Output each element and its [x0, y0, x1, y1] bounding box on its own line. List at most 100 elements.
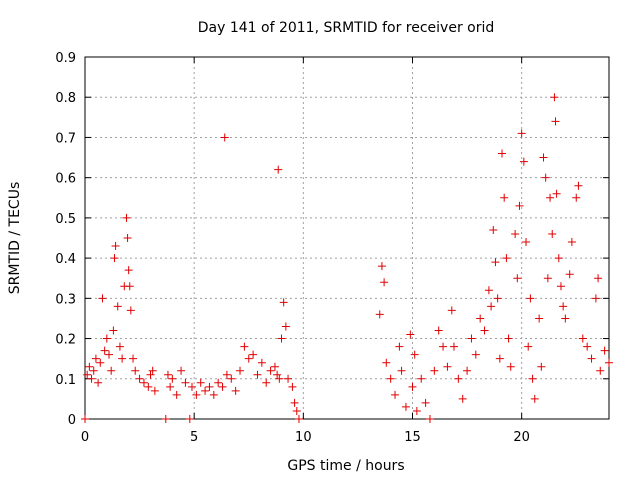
data-point	[526, 294, 535, 303]
data-point	[522, 238, 531, 247]
data-point	[125, 282, 134, 291]
data-point	[535, 314, 544, 323]
data-point	[126, 306, 135, 315]
data-point	[434, 326, 443, 335]
data-point	[89, 366, 98, 375]
data-point	[105, 350, 114, 359]
y-tick-label: 0.5	[55, 212, 76, 227]
data-point	[81, 415, 89, 423]
data-point	[111, 242, 120, 251]
y-tick-label: 0.2	[55, 333, 76, 348]
y-tick-label: 0.7	[55, 131, 76, 146]
data-point	[480, 326, 489, 335]
data-point	[539, 153, 548, 162]
data-point	[266, 366, 275, 375]
y-tick-label: 0.9	[55, 51, 76, 66]
data-point	[110, 254, 119, 263]
data-point	[596, 366, 605, 375]
data-point	[87, 374, 96, 383]
data-point	[292, 406, 301, 415]
data-point	[574, 181, 583, 190]
data-point	[192, 390, 201, 399]
data-point	[150, 386, 159, 395]
data-point	[220, 133, 229, 142]
data-point	[98, 294, 107, 303]
data-point	[524, 342, 533, 351]
data-point	[96, 358, 105, 367]
data-point	[122, 213, 131, 222]
data-point	[273, 370, 282, 379]
data-point	[498, 149, 507, 158]
data-point	[382, 358, 391, 367]
data-point	[425, 415, 434, 423]
data-point	[537, 362, 546, 371]
data-point	[502, 254, 511, 263]
data-point	[83, 370, 92, 379]
data-point	[375, 310, 384, 319]
data-point	[231, 386, 240, 395]
data-point	[500, 193, 509, 202]
data-point	[294, 415, 303, 423]
data-point	[515, 201, 524, 210]
data-point	[506, 362, 515, 371]
data-point	[218, 382, 227, 391]
data-point	[519, 157, 528, 166]
data-point	[391, 390, 400, 399]
data-points	[81, 93, 613, 423]
data-point	[513, 274, 522, 283]
data-point	[439, 342, 448, 351]
data-point	[118, 354, 127, 363]
data-point	[605, 358, 613, 367]
data-point	[600, 346, 609, 355]
data-point	[257, 358, 266, 367]
data-point	[528, 374, 537, 383]
grid	[85, 57, 609, 419]
data-point	[270, 362, 279, 371]
data-point	[222, 370, 231, 379]
chart-title: Day 141 of 2011, SRMTID for receiver ori…	[198, 20, 495, 36]
data-point	[559, 302, 568, 311]
data-point	[94, 378, 103, 387]
data-point	[139, 378, 148, 387]
data-point	[172, 390, 181, 399]
data-point	[421, 398, 430, 407]
data-point	[107, 366, 116, 375]
data-point	[168, 374, 177, 383]
data-point	[161, 415, 170, 423]
data-point	[530, 394, 539, 403]
data-point	[552, 189, 561, 198]
data-point	[556, 282, 565, 291]
data-point	[386, 374, 395, 383]
data-point	[181, 378, 190, 387]
y-tick-label: 0	[68, 413, 76, 428]
data-point	[205, 382, 214, 391]
y-axis-label: SRMTID / TECUs	[7, 182, 23, 295]
data-point	[244, 354, 253, 363]
data-point	[209, 390, 218, 399]
data-point	[123, 234, 132, 242]
data-point	[567, 238, 576, 247]
axis-ticks: 0 0.1 0.2 0.3 0.4 0.5 0.6 0.7 0.8 0.9 0 5 10 15 20	[55, 51, 609, 445]
plot-frame	[84, 56, 610, 420]
data-point	[380, 278, 389, 287]
data-point	[214, 378, 223, 387]
data-point	[406, 330, 415, 339]
data-point	[517, 129, 526, 138]
data-point	[129, 354, 138, 363]
data-point	[249, 350, 258, 359]
data-point	[587, 354, 596, 363]
data-point	[471, 350, 480, 359]
data-point	[578, 334, 587, 343]
data-point	[543, 274, 552, 283]
data-point	[504, 334, 513, 343]
data-point	[583, 342, 592, 351]
data-point	[253, 370, 262, 379]
data-point	[290, 398, 299, 407]
data-point	[551, 117, 560, 126]
data-point	[166, 382, 175, 391]
x-tick-label: 10	[295, 430, 312, 445]
data-point	[550, 93, 559, 102]
data-point	[144, 382, 153, 391]
data-point	[196, 378, 205, 387]
